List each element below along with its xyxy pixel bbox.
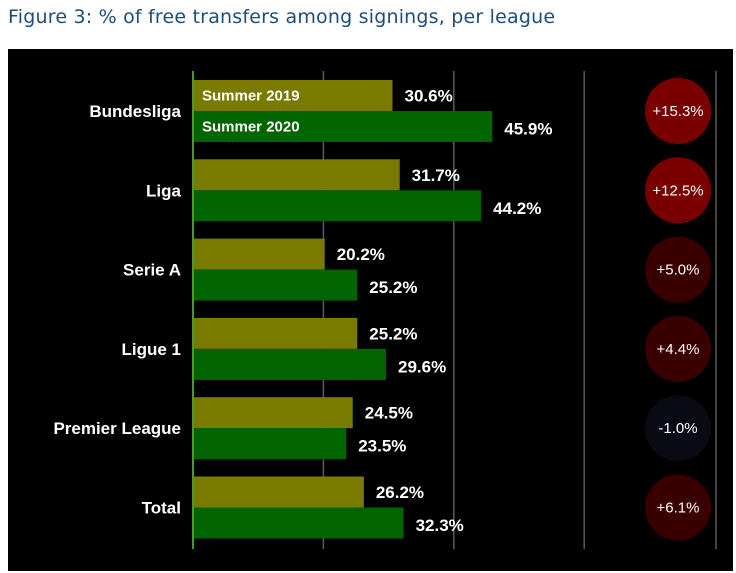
chart-panel: Bundesliga 30.6% Summer 2019 45.9% Summer 20… xyxy=(8,49,733,571)
difference-bubble xyxy=(645,236,711,303)
bar-summer-2020 xyxy=(193,507,404,539)
difference-label: +12.5% xyxy=(652,182,703,199)
difference-label: -1.0% xyxy=(658,420,697,437)
bar-summer-2019 xyxy=(193,476,364,508)
category-label: Ligue 1 xyxy=(121,340,181,359)
bar-summer-2019 xyxy=(193,159,400,191)
bar-summer-2020 xyxy=(193,111,493,142)
data-label: 24.5% xyxy=(365,404,413,423)
data-label: 20.2% xyxy=(337,245,385,264)
bar-summer-2019 xyxy=(193,80,393,111)
category-label: Total xyxy=(142,499,181,518)
category-label: Bundesliga xyxy=(89,102,181,121)
difference-bubble xyxy=(645,157,711,224)
bar-summer-2020 xyxy=(193,190,482,222)
bar-summer-2020 xyxy=(193,269,358,301)
legend-label: Summer 2019 xyxy=(202,88,300,105)
data-label: 45.9% xyxy=(504,120,552,139)
data-label: 29.6% xyxy=(398,357,446,376)
difference-label: +15.3% xyxy=(652,103,703,120)
data-label: 32.3% xyxy=(416,516,464,535)
difference-label: +6.1% xyxy=(657,500,700,517)
difference-bubble xyxy=(645,315,711,382)
data-label: 25.2% xyxy=(369,324,417,343)
data-label: 25.2% xyxy=(369,278,417,297)
bar-summer-2020 xyxy=(193,428,347,460)
difference-bubble xyxy=(645,78,711,144)
category-label: Liga xyxy=(146,181,181,200)
legend-label: Summer 2020 xyxy=(202,119,300,136)
category-label: Serie A xyxy=(123,261,181,280)
figure-title: Figure 3: % of free transfers among sign… xyxy=(8,6,556,28)
data-label: 44.2% xyxy=(493,199,541,218)
data-label: 30.6% xyxy=(405,87,453,106)
difference-bubble xyxy=(645,474,711,541)
category-label: Premier League xyxy=(53,419,181,438)
data-label: 23.5% xyxy=(358,437,406,456)
bar-chart: Bundesliga 30.6% Summer 2019 45.9% Summer 20… xyxy=(53,71,717,549)
data-label: 31.7% xyxy=(412,166,460,185)
bar-summer-2020 xyxy=(193,348,386,380)
bar-summer-2019 xyxy=(193,397,353,429)
difference-label: +4.4% xyxy=(657,341,700,358)
difference-bubble xyxy=(645,395,711,462)
bar-summer-2019 xyxy=(193,238,325,270)
difference-label: +5.0% xyxy=(657,262,700,279)
data-label: 26.2% xyxy=(376,483,424,502)
bar-summer-2019 xyxy=(193,317,358,349)
